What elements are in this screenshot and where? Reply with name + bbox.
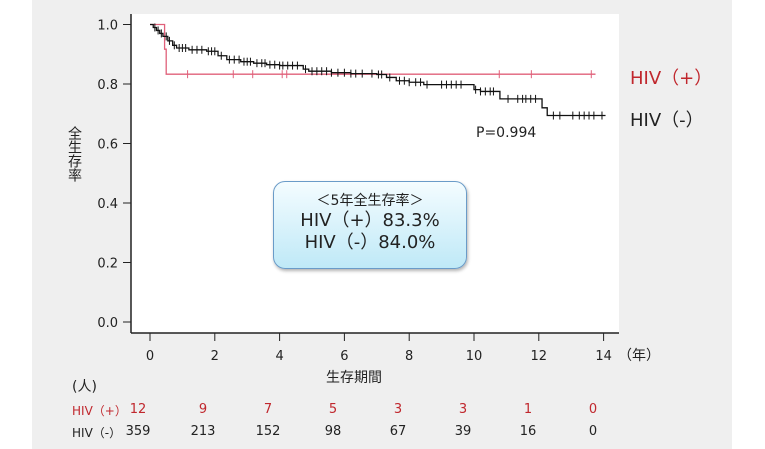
five-year-survival-box: ＜5年全生存率＞ HIV（+）83.3% HIV（-）84.0% — [273, 181, 467, 269]
box-title: ＜5年全生存率＞ — [316, 193, 424, 209]
risk-row-label: HIV（-） — [72, 426, 122, 440]
risk-count: 67 — [389, 424, 407, 439]
survival-curve-hiv-positive — [150, 23, 596, 75]
risk-count: 5 — [328, 402, 338, 417]
risk-count: 16 — [519, 424, 537, 439]
y-tick-label: 0.2 — [97, 257, 118, 272]
risk-count: 3 — [458, 402, 468, 417]
risk-count: 213 — [190, 424, 216, 439]
risk-count: 9 — [198, 402, 208, 417]
risk-count: 0 — [588, 424, 598, 439]
x-tick-label: 6 — [340, 349, 348, 364]
x-axis-label: 生存期間 — [326, 370, 382, 386]
risk-count: 39 — [454, 424, 472, 439]
y-axis-label: 全生存率 — [66, 126, 82, 182]
legend-hiv-negative: HIV（-） — [630, 110, 704, 131]
risk-count: 1 — [523, 402, 533, 417]
risk-count: 0 — [588, 402, 598, 417]
risk-count: 98 — [324, 424, 342, 439]
legend-hiv-positive: HIV（+） — [630, 68, 713, 89]
y-tick-label: 1.0 — [97, 19, 118, 34]
risk-count: 7 — [263, 402, 273, 417]
box-hiv-positive: HIV（+）83.3% — [300, 210, 440, 231]
box-hiv-negative: HIV（-）84.0% — [304, 232, 436, 253]
survival-curve-hiv-negative — [150, 23, 606, 117]
x-tick-label: 2 — [211, 349, 219, 364]
y-tick-label: 0.4 — [97, 197, 118, 212]
risk-row-label: HIV（+） — [72, 404, 127, 418]
y-tick-label: 0.0 — [97, 316, 118, 331]
x-tick-label: 12 — [531, 349, 548, 364]
x-axis-unit: （年） — [618, 348, 660, 364]
risk-count: 152 — [255, 424, 281, 439]
x-tick-label: 8 — [405, 349, 413, 364]
plot-area — [131, 14, 619, 333]
risk-count: 3 — [393, 402, 403, 417]
x-tick-label: 4 — [275, 349, 283, 364]
risk-count: 359 — [125, 424, 151, 439]
y-tick-label: 0.8 — [97, 78, 118, 93]
p-value: P=0.994 — [476, 125, 537, 141]
risk-count: 12 — [129, 402, 147, 417]
risk-table-unit: (人) — [72, 379, 97, 395]
x-tick-label: 0 — [146, 349, 154, 364]
x-tick-label: 14 — [595, 349, 612, 364]
y-tick-label: 0.6 — [97, 138, 118, 153]
x-tick-label: 10 — [466, 349, 483, 364]
